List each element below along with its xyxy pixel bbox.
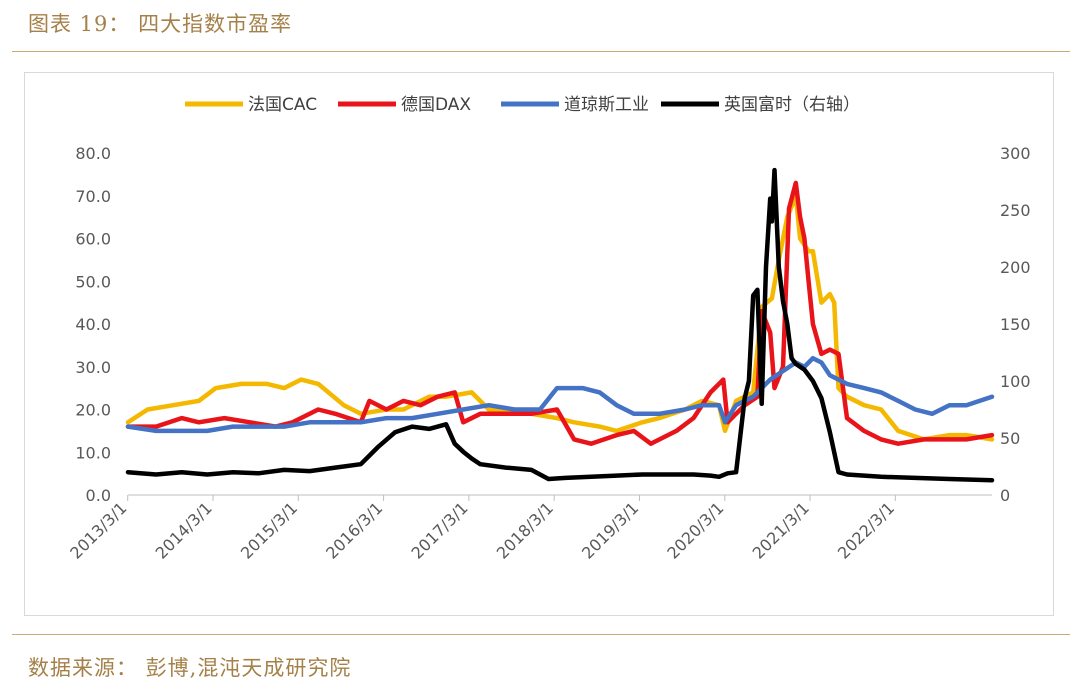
- x-tick-label: 2022/3/1: [834, 498, 898, 562]
- y-left-tick-label: 0.0: [86, 486, 111, 505]
- legend-label-4: 英国富时（右轴）: [724, 95, 860, 115]
- chart-frame: 0.0 10.0 20.0 30.0 40.0 50.0 60.0 70.0 80.0 0 50 10…: [24, 72, 1054, 616]
- figure-title: 图表 19： 四大指数市盈率: [28, 12, 293, 36]
- series-line-1: [125, 193, 995, 442]
- y-left-tick-label: 30.0: [75, 358, 111, 377]
- y-right-tick-label: 200: [1000, 258, 1031, 277]
- x-tick-label: 2017/3/1: [407, 498, 471, 562]
- x-tick-label: 2016/3/1: [322, 498, 386, 562]
- y-left-tick-label: 10.0: [75, 443, 111, 462]
- line-chart: 0.0 10.0 20.0 30.0 40.0 50.0 60.0 70.0 80.0 0 50 10…: [66, 95, 1031, 563]
- y-right-tick-label: 300: [1000, 144, 1031, 163]
- x-tick-label: 2020/3/1: [663, 498, 727, 562]
- y-left-tick-label: 40.0: [75, 315, 111, 334]
- bottom-rule: [12, 634, 1070, 635]
- legend-label-2: 德国DAX: [401, 95, 471, 115]
- x-tick-label: 2018/3/1: [493, 498, 557, 562]
- y-left-tick-label: 80.0: [75, 144, 111, 163]
- legend-label-1: 法国CAC: [248, 95, 317, 115]
- y-left-tick-label: 60.0: [75, 230, 111, 249]
- series-line-2: [125, 180, 995, 446]
- x-tick-label: 2019/3/1: [578, 498, 642, 562]
- y-right-tick-label: 100: [1000, 372, 1031, 391]
- legend-label-3: 道琼斯工业: [564, 95, 649, 115]
- top-rule: [12, 51, 1070, 52]
- y-left-tick-label: 70.0: [75, 187, 111, 206]
- source-note: 数据来源： 彭博,混沌天成研究院: [28, 656, 352, 680]
- y-left-tick-label: 50.0: [75, 272, 111, 291]
- y-right-tick-label: 50: [1000, 429, 1020, 448]
- y-left-tick-label: 20.0: [75, 401, 111, 420]
- x-tick-label: 2015/3/1: [237, 498, 301, 562]
- series-line-3: [125, 355, 995, 434]
- y-right-tick-label: 150: [1000, 315, 1031, 334]
- x-tick-label: 2021/3/1: [749, 498, 813, 562]
- y-right-tick-label: 0: [1000, 486, 1010, 505]
- y-right-tick-label: 250: [1000, 201, 1031, 220]
- series-line-4: [125, 167, 995, 483]
- x-tick-label: 2013/3/1: [66, 498, 130, 562]
- x-tick-label: 2014/3/1: [152, 498, 216, 562]
